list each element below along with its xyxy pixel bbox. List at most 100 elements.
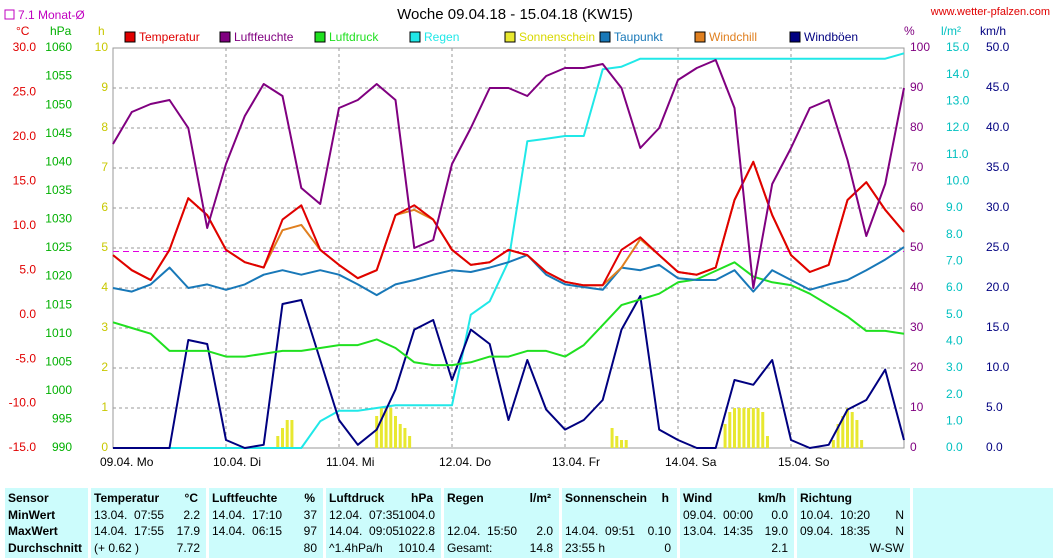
y-tick-label: 1005 (45, 354, 72, 368)
y-tick-label: 1040 (45, 154, 72, 168)
table-cell-time: 12.04. 15:50 (447, 524, 517, 538)
sunshine-bar (610, 428, 614, 448)
y-tick-label: 15.0 (946, 40, 970, 54)
table-header: Temperatur (94, 491, 159, 505)
sunshine-bar (836, 424, 840, 448)
table-header: Luftfeuchte (212, 491, 278, 505)
y-tick-label: 5.0 (946, 307, 963, 321)
chart-title: Woche 09.04.18 - 15.04.18 (KW15) (397, 6, 633, 23)
x-tick-label: 09.04. Mo (100, 455, 154, 469)
sunshine-bar (742, 408, 746, 448)
sunshine-bar (285, 420, 289, 448)
y-tick-label: 7.0 (946, 254, 963, 268)
table-header-unit: hPa (411, 491, 433, 505)
table-cell-value: 7.72 (177, 541, 201, 555)
y-tick-label: 4 (101, 280, 108, 294)
table-cell-value: 14.8 (530, 541, 554, 555)
axis-unit: km/h (980, 24, 1006, 38)
table-strip (913, 488, 1053, 558)
table-column (680, 488, 794, 558)
y-tick-label: 11.0 (946, 147, 969, 161)
legend-label: Sonnenschein (519, 30, 595, 44)
y-tick-label: 50 (910, 240, 924, 254)
sunshine-bar (841, 416, 845, 448)
y-tick-label: 1 (101, 400, 108, 414)
legend-swatch (124, 31, 136, 43)
y-tick-label: 0.0 (946, 440, 963, 454)
y-tick-label: 1015 (45, 297, 72, 311)
table-header: Wind (683, 491, 712, 505)
sunshine-bar (860, 440, 864, 448)
table-header-unit: °C (185, 491, 199, 505)
sunshine-bar (624, 440, 628, 448)
y-tick-label: 12.0 (946, 120, 970, 134)
table-cell-time: 10.04. 10:20 (800, 508, 870, 522)
y-tick-label: 9 (101, 80, 108, 94)
y-tick-label: -15.0 (9, 440, 37, 454)
table-cell-value: 0.0 (771, 508, 788, 522)
y-tick-label: 1025 (45, 240, 72, 254)
table-cell-time: 09.04. 00:00 (683, 508, 753, 522)
table-column (91, 488, 206, 558)
axis-unit: hPa (50, 24, 72, 38)
table-row-label: MinWert (8, 508, 55, 522)
y-tick-label: 1035 (45, 183, 72, 197)
x-tick-label: 13.04. Fr (552, 455, 600, 469)
x-tick-label: 10.04. Di (213, 455, 261, 469)
table-cell-time: ^1.4hPa/h (329, 541, 383, 555)
legend-label: Luftfeuchte (234, 30, 294, 44)
x-tick-label: 15.04. So (778, 455, 830, 469)
sunshine-bar (765, 436, 769, 448)
y-tick-label: 45.0 (986, 80, 1010, 94)
table-column (326, 488, 441, 558)
y-tick-label: 10.0 (986, 360, 1010, 374)
table-cell-value: N (895, 508, 904, 522)
sunshine-bar (620, 440, 623, 448)
table-column (5, 488, 88, 558)
y-tick-label: 1010 (45, 326, 72, 340)
sunshine-bar (375, 416, 379, 448)
table-cell-value: 1010.4 (398, 541, 435, 555)
table-cell-value: 2.1 (771, 541, 788, 555)
y-tick-label: 80 (910, 120, 924, 134)
table-cell-value: 1004.0 (398, 508, 435, 522)
y-tick-label: 40.0 (986, 120, 1010, 134)
y-tick-label: 13.0 (946, 94, 970, 108)
sunshine-bar (756, 408, 760, 448)
y-tick-label: 100 (910, 40, 930, 54)
y-tick-label: -10.0 (9, 396, 37, 410)
y-tick-label: 7 (101, 160, 108, 174)
y-tick-label: 2.0 (946, 387, 963, 401)
y-tick-label: 30.0 (986, 200, 1010, 214)
sunshine-bar (384, 408, 388, 448)
sunshine-bar (737, 408, 741, 448)
y-tick-label: 995 (52, 412, 72, 426)
table-cell-time: 12.04. 07:35 (329, 508, 399, 522)
table-cell-value: 0.10 (648, 524, 672, 538)
y-tick-label: 90 (910, 80, 924, 94)
table-cell-time: 14.04. 09:05 (329, 524, 399, 538)
y-tick-label: 14.0 (946, 67, 970, 81)
series-line (112, 246, 905, 297)
y-tick-label: 35.0 (986, 160, 1010, 174)
sunshine-bar (850, 412, 854, 448)
y-tick-label: 8.0 (946, 227, 963, 241)
sunshine-bar (723, 424, 727, 448)
sunshine-bar (747, 408, 751, 448)
table-header: Sonnenschein (565, 491, 647, 505)
legend-label: Taupunkt (614, 30, 663, 44)
x-tick-label: 11.04. Mi (326, 455, 374, 469)
x-tick-label: 14.04. Sa (665, 455, 717, 469)
table-header-unit: h (662, 491, 669, 505)
y-tick-label: 25.0 (13, 85, 37, 99)
table-header-unit: % (304, 491, 315, 505)
table-header-unit: km/h (758, 491, 786, 505)
source-link: www.wetter-pfalzen.com (930, 6, 1050, 18)
table-header: Sensor (8, 491, 49, 505)
y-tick-label: 1030 (45, 212, 72, 226)
table-header-unit: l/m² (530, 491, 551, 505)
y-tick-label: 10.0 (13, 218, 37, 232)
table-cell-value: 19.0 (765, 524, 789, 538)
table-cell-time: 13.04. 14:35 (683, 524, 753, 538)
